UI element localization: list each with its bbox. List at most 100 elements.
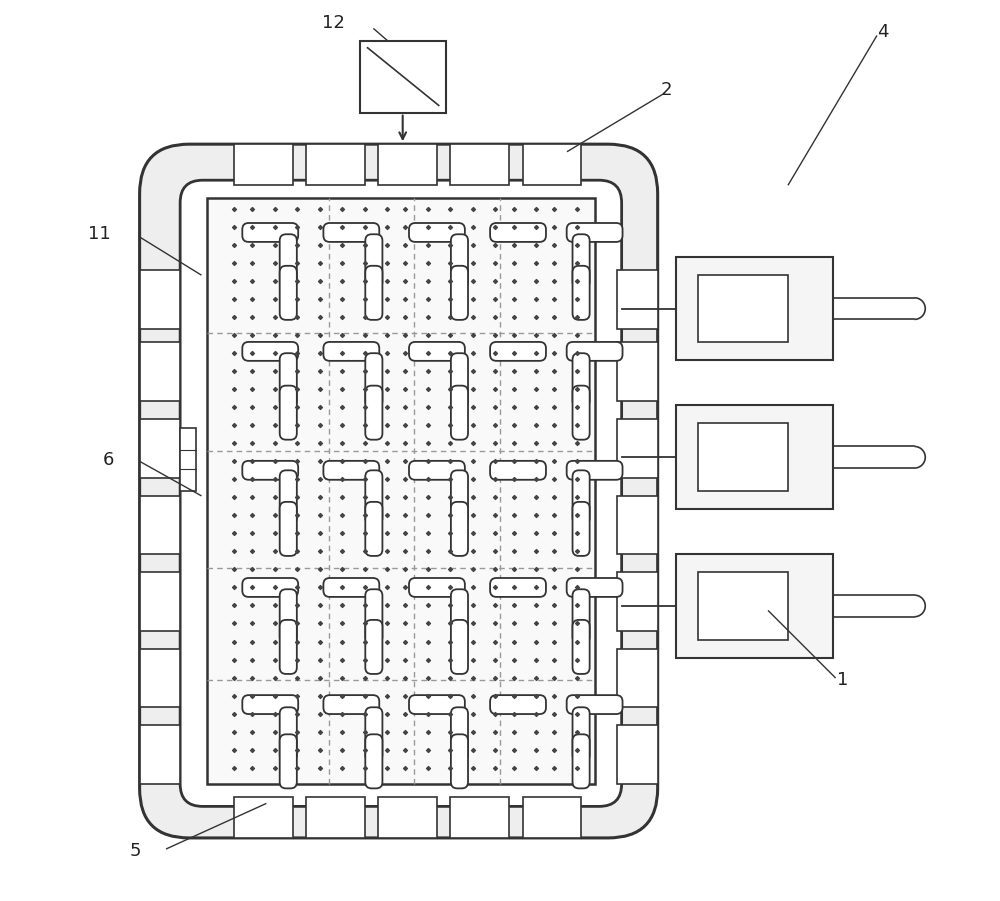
FancyBboxPatch shape — [280, 707, 297, 761]
FancyBboxPatch shape — [573, 734, 590, 788]
Bar — [207, 198, 595, 784]
FancyBboxPatch shape — [573, 266, 590, 320]
Bar — [140, 572, 180, 631]
FancyBboxPatch shape — [323, 223, 379, 241]
FancyBboxPatch shape — [365, 266, 382, 320]
Bar — [617, 342, 658, 401]
FancyBboxPatch shape — [280, 353, 297, 407]
FancyBboxPatch shape — [365, 620, 382, 674]
FancyBboxPatch shape — [242, 223, 298, 241]
Bar — [140, 270, 180, 329]
FancyBboxPatch shape — [451, 620, 468, 674]
FancyBboxPatch shape — [567, 223, 623, 241]
Bar — [698, 275, 788, 342]
FancyBboxPatch shape — [323, 461, 379, 479]
FancyBboxPatch shape — [451, 589, 468, 643]
Bar — [140, 419, 180, 478]
FancyBboxPatch shape — [490, 223, 546, 241]
Bar — [676, 257, 833, 360]
FancyBboxPatch shape — [323, 578, 379, 597]
FancyBboxPatch shape — [567, 578, 623, 597]
FancyBboxPatch shape — [409, 696, 465, 714]
FancyBboxPatch shape — [242, 461, 298, 479]
FancyBboxPatch shape — [280, 386, 297, 440]
Bar — [617, 649, 658, 707]
FancyBboxPatch shape — [451, 502, 468, 556]
FancyBboxPatch shape — [573, 620, 590, 674]
Bar — [450, 144, 509, 185]
FancyBboxPatch shape — [451, 234, 468, 288]
Bar — [676, 554, 833, 658]
FancyBboxPatch shape — [567, 341, 623, 360]
Bar — [378, 144, 437, 185]
FancyBboxPatch shape — [573, 386, 590, 440]
FancyBboxPatch shape — [140, 144, 658, 838]
FancyBboxPatch shape — [451, 707, 468, 761]
FancyBboxPatch shape — [365, 353, 382, 407]
FancyBboxPatch shape — [573, 589, 590, 643]
FancyBboxPatch shape — [409, 578, 465, 597]
FancyBboxPatch shape — [365, 589, 382, 643]
Bar — [234, 797, 293, 838]
FancyBboxPatch shape — [409, 341, 465, 360]
Bar — [234, 144, 293, 185]
Text: 2: 2 — [661, 81, 672, 99]
Bar — [617, 725, 658, 784]
FancyBboxPatch shape — [409, 223, 465, 241]
Bar — [180, 428, 196, 491]
Bar — [140, 342, 180, 401]
FancyBboxPatch shape — [451, 734, 468, 788]
Bar — [698, 423, 788, 491]
FancyBboxPatch shape — [567, 696, 623, 714]
Bar — [617, 270, 658, 329]
FancyBboxPatch shape — [180, 180, 622, 806]
FancyBboxPatch shape — [365, 386, 382, 440]
Bar — [378, 797, 437, 838]
FancyBboxPatch shape — [365, 502, 382, 556]
Text: 11: 11 — [88, 225, 110, 243]
FancyBboxPatch shape — [573, 707, 590, 761]
FancyBboxPatch shape — [280, 620, 297, 674]
Bar — [306, 797, 365, 838]
FancyBboxPatch shape — [365, 734, 382, 788]
FancyBboxPatch shape — [490, 578, 546, 597]
Bar — [140, 725, 180, 784]
FancyBboxPatch shape — [573, 353, 590, 407]
Bar — [676, 405, 833, 509]
FancyBboxPatch shape — [573, 470, 590, 524]
FancyBboxPatch shape — [490, 696, 546, 714]
FancyBboxPatch shape — [280, 266, 297, 320]
FancyBboxPatch shape — [280, 502, 297, 556]
FancyBboxPatch shape — [242, 341, 298, 360]
FancyBboxPatch shape — [280, 589, 297, 643]
Text: 4: 4 — [877, 23, 889, 41]
Bar — [617, 572, 658, 631]
FancyBboxPatch shape — [323, 696, 379, 714]
FancyBboxPatch shape — [573, 502, 590, 556]
Bar — [450, 797, 509, 838]
Bar — [140, 496, 180, 554]
FancyBboxPatch shape — [323, 341, 379, 360]
FancyBboxPatch shape — [567, 461, 623, 479]
FancyBboxPatch shape — [573, 234, 590, 288]
FancyBboxPatch shape — [451, 353, 468, 407]
FancyBboxPatch shape — [451, 386, 468, 440]
FancyBboxPatch shape — [365, 234, 382, 288]
Bar — [523, 144, 581, 185]
Bar — [523, 797, 581, 838]
Bar — [698, 572, 788, 640]
FancyBboxPatch shape — [409, 461, 465, 479]
Bar — [140, 649, 180, 707]
Bar — [617, 419, 658, 478]
FancyBboxPatch shape — [365, 707, 382, 761]
FancyBboxPatch shape — [365, 470, 382, 524]
FancyBboxPatch shape — [490, 461, 546, 479]
Text: 6: 6 — [102, 450, 114, 469]
FancyBboxPatch shape — [451, 266, 468, 320]
Bar — [360, 41, 446, 113]
FancyBboxPatch shape — [490, 341, 546, 360]
Text: 5: 5 — [129, 842, 141, 860]
FancyBboxPatch shape — [242, 578, 298, 597]
Bar — [306, 144, 365, 185]
FancyBboxPatch shape — [280, 734, 297, 788]
